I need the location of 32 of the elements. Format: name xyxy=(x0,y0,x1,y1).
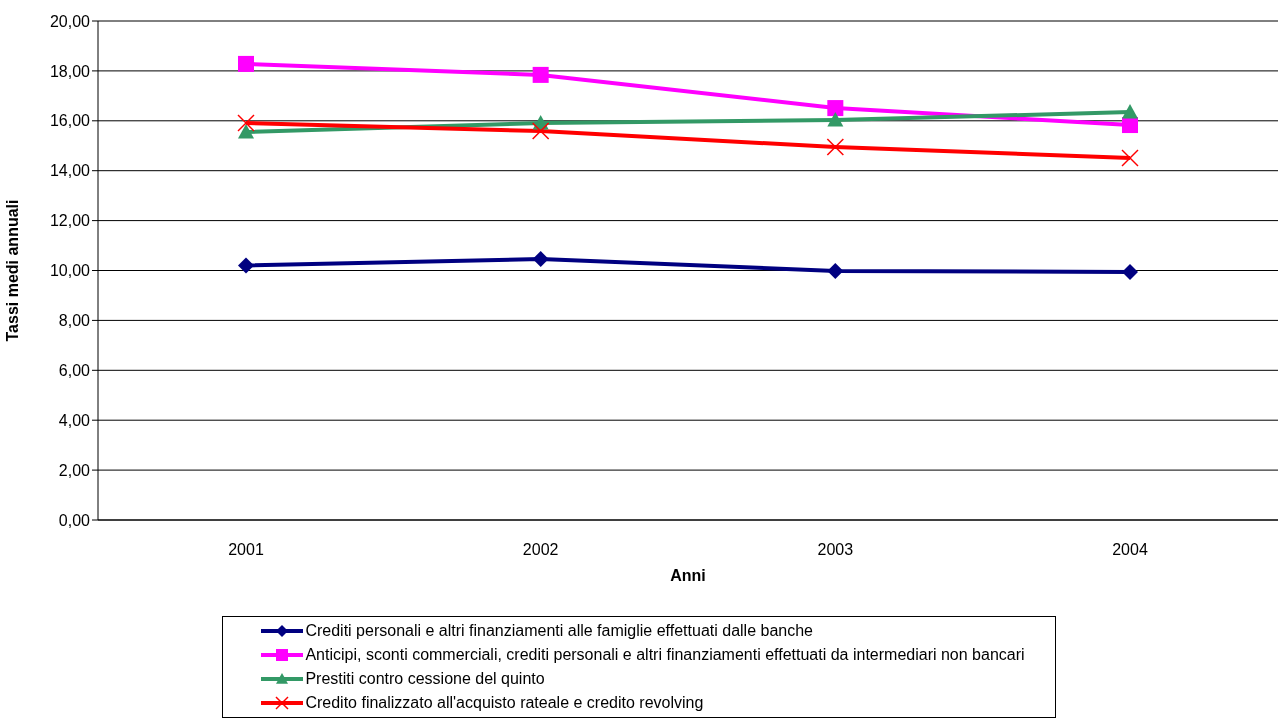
y-tick-label: 8,00 xyxy=(58,312,91,330)
y-tick-label: 6,00 xyxy=(58,361,91,379)
point xyxy=(532,251,549,268)
point xyxy=(1122,264,1138,280)
legend-label: Credito finalizzato all'acquisto rateale e credito revolving xyxy=(305,694,704,712)
y-tick-label: 10,00 xyxy=(49,262,91,280)
x-axis-title: Anni xyxy=(670,567,706,585)
x-tick-label: 2001 xyxy=(228,541,264,559)
y-tick-label: 18,00 xyxy=(49,62,91,80)
point xyxy=(238,257,254,274)
point xyxy=(1122,104,1138,119)
point xyxy=(238,124,254,139)
point xyxy=(827,100,844,117)
y-tick-label: 0,00 xyxy=(58,511,91,529)
legend-label: Prestiti contro cessione del quinto xyxy=(305,670,545,688)
y-tick-label: 12,00 xyxy=(49,212,91,230)
y-tick-label: 16,00 xyxy=(49,112,91,130)
point xyxy=(532,66,549,83)
legend-label: Crediti personali e altri finanziamenti alle famiglie effettuati dalle banche xyxy=(305,622,813,640)
y-tick-label: 4,00 xyxy=(58,411,91,429)
x-tick-label: 2004 xyxy=(1112,541,1148,559)
y-tick-label: 14,00 xyxy=(49,162,91,180)
y-tick-label: 2,00 xyxy=(58,461,91,479)
point xyxy=(827,263,844,279)
x-tick-label: 2003 xyxy=(817,541,854,559)
x-tick-label: 2002 xyxy=(522,541,559,559)
y-tick-label: 20,00 xyxy=(49,12,91,30)
y-axis-title: Tassi medi annuali xyxy=(3,199,21,342)
point xyxy=(1122,117,1138,134)
point xyxy=(238,55,254,72)
legend-label: Anticipi, sconti commerciali, crediti personali e altri finanziamenti effettuati da intermediari non bancari xyxy=(305,646,1025,664)
point xyxy=(827,112,844,127)
